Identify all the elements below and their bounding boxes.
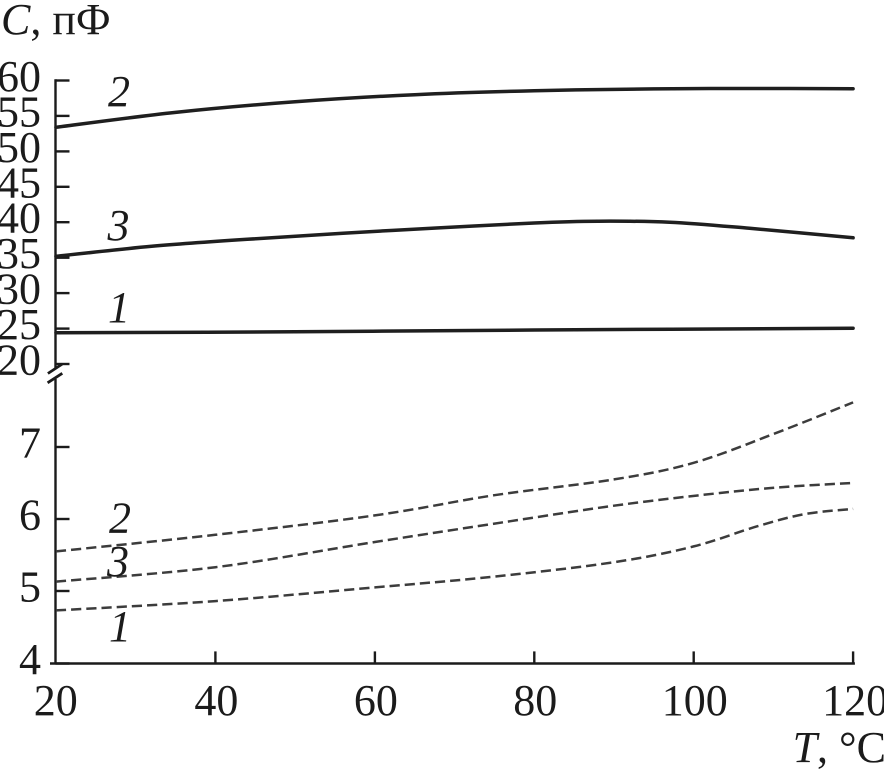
svg-text:7: 7: [19, 419, 41, 468]
svg-text:100: 100: [662, 676, 728, 725]
svg-text:T, °C: T, °C: [793, 723, 884, 772]
svg-text:20: 20: [34, 676, 78, 725]
svg-text:2: 2: [108, 67, 130, 116]
svg-text:3: 3: [107, 201, 130, 250]
svg-text:40: 40: [194, 676, 238, 725]
svg-text:40: 40: [0, 194, 41, 243]
svg-text:120: 120: [822, 676, 884, 725]
svg-text:1: 1: [109, 602, 131, 651]
svg-text:60: 60: [354, 676, 398, 725]
svg-text:25: 25: [0, 300, 41, 349]
svg-text:35: 35: [0, 229, 41, 278]
svg-text:2: 2: [109, 494, 131, 543]
svg-text:80: 80: [513, 676, 557, 725]
svg-text:C, пФ: C, пФ: [1, 0, 111, 44]
svg-text:55: 55: [0, 87, 41, 136]
svg-text:4: 4: [19, 635, 41, 684]
svg-text:1: 1: [108, 283, 130, 332]
svg-text:3: 3: [106, 537, 129, 586]
svg-text:60: 60: [0, 52, 41, 101]
svg-text:30: 30: [0, 265, 41, 314]
svg-text:50: 50: [0, 123, 41, 172]
svg-text:6: 6: [19, 491, 41, 540]
svg-text:45: 45: [0, 158, 41, 207]
svg-text:5: 5: [19, 563, 41, 612]
svg-text:20: 20: [0, 336, 41, 385]
